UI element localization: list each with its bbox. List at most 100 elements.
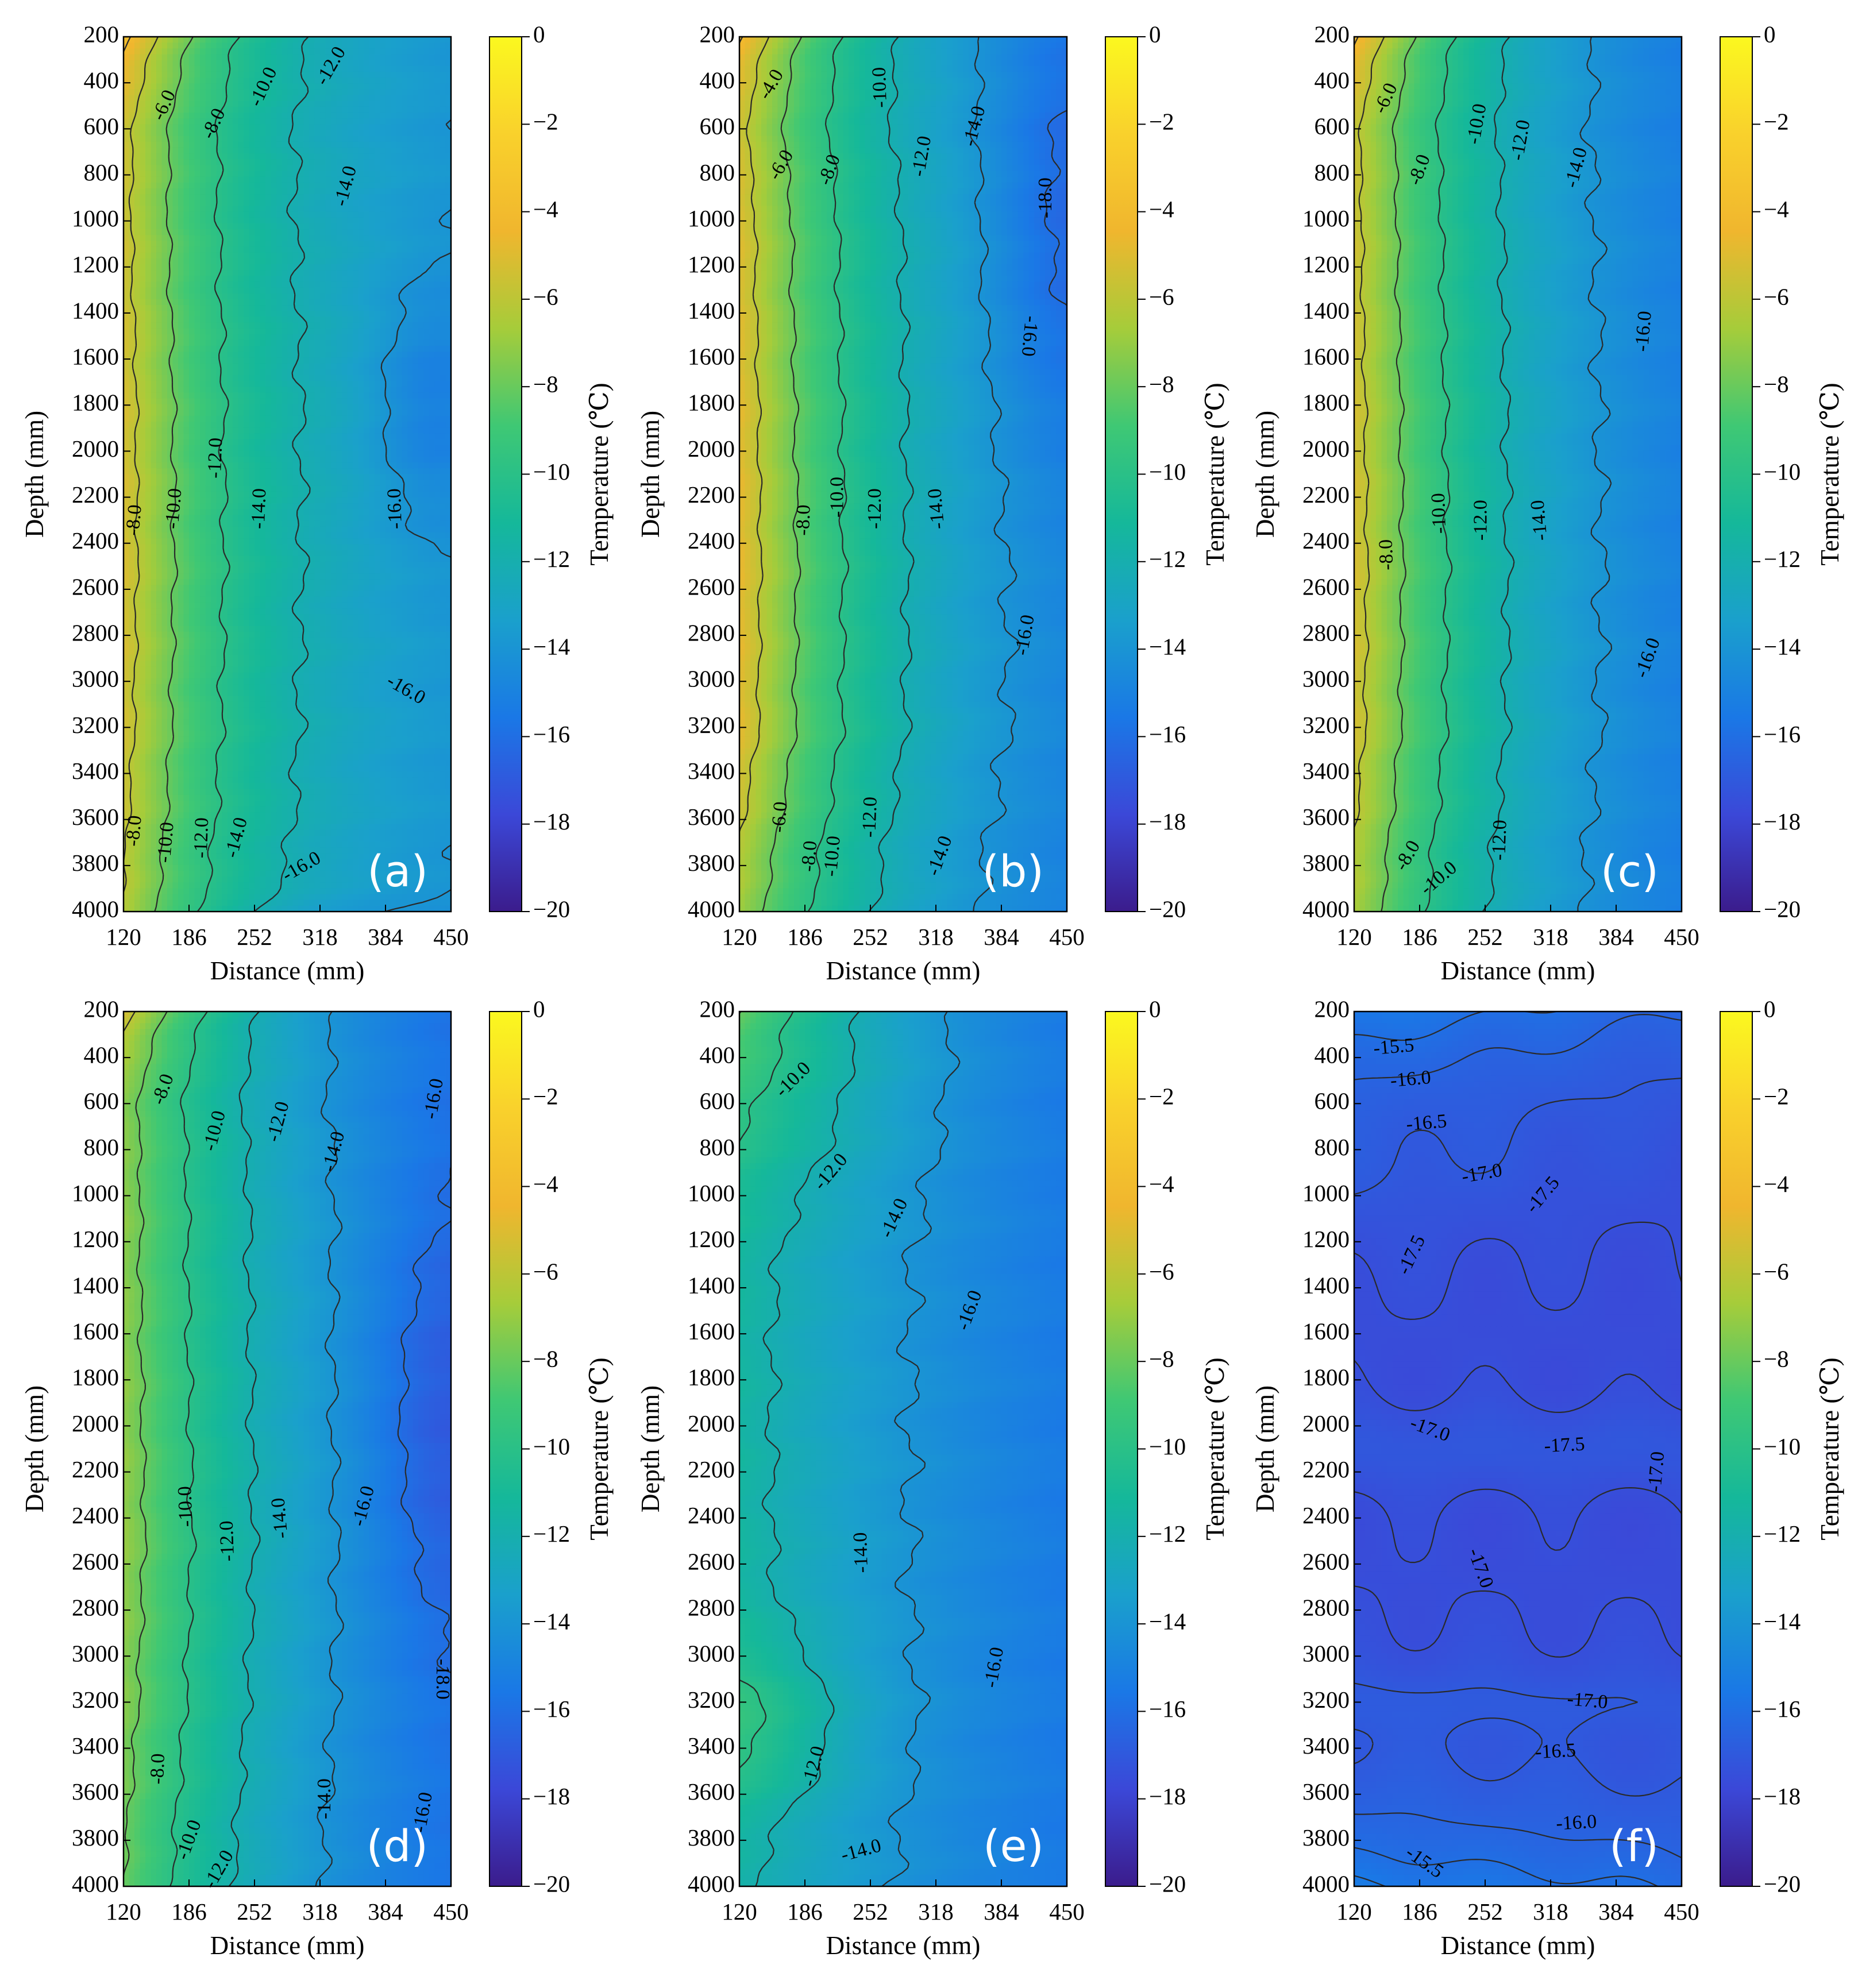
- contour-line: [807, 37, 850, 912]
- contour-label: -10.0: [827, 477, 848, 518]
- colorbar-tick-label: −12: [533, 546, 570, 572]
- colorbar-tick-label: −4: [533, 1171, 558, 1197]
- temperature-field: [124, 1012, 451, 1886]
- colorbar-tick-label: −10: [1764, 458, 1801, 485]
- colorbar-tick-label: −6: [533, 283, 558, 310]
- contour-label: -14.0: [850, 1532, 872, 1573]
- x-tick-label: 384: [984, 924, 1019, 950]
- colorbar-tick-label: −16: [1149, 1696, 1186, 1722]
- contour-label: -14.0: [924, 488, 949, 530]
- y-tick-label: 800: [84, 159, 120, 186]
- y-axis-label: Depth (mm): [636, 1385, 665, 1512]
- x-tick-label: 252: [853, 1898, 888, 1925]
- x-tick-label: 120: [722, 1898, 757, 1925]
- plot-frame: [122, 1010, 452, 1887]
- contour-line: [380, 119, 451, 912]
- contour-label: -6.0: [768, 801, 792, 833]
- contour-line: [1354, 1012, 1658, 1886]
- y-tick-label: 200: [1315, 995, 1350, 1022]
- colorbar-tick-label: −12: [1149, 1520, 1186, 1547]
- contour-line: [868, 37, 915, 912]
- contour-panel-a: -6.0 -8.0-10.0 -12.0-14.0-8.0 -10.0-12.0-14…: [20, 21, 614, 985]
- contour-line: [1577, 37, 1613, 912]
- contour-line: [1354, 1078, 1682, 1797]
- contour-lines: [739, 1012, 961, 1886]
- y-tick-label: 3400: [72, 1732, 119, 1759]
- contour-label: -16.0: [1017, 315, 1042, 357]
- panel-label: (c): [1601, 846, 1659, 897]
- colorbar-tick-label: −14: [1149, 634, 1186, 660]
- colorbar-tick-label: −4: [1149, 1171, 1174, 1197]
- contour-label: -10.0: [161, 487, 186, 530]
- colorbar-label: Temperature (℃): [585, 383, 614, 565]
- contour-line: [124, 1012, 168, 1876]
- y-tick-label: 2800: [688, 1594, 735, 1620]
- x-axis-label: Distance (mm): [1441, 1931, 1595, 1960]
- y-tick-label: 2800: [1302, 619, 1350, 646]
- colorbar-tick-label: −20: [1149, 1870, 1186, 1897]
- contour-label: -17.0: [1644, 1450, 1668, 1493]
- y-tick-label: 2400: [1302, 1502, 1350, 1528]
- contour-label: -12.0: [864, 488, 885, 529]
- y-tick-label: 2000: [1302, 435, 1350, 462]
- y-tick-label: 1000: [72, 1180, 119, 1206]
- x-tick-label: 318: [918, 1898, 954, 1925]
- contour-line: [1044, 110, 1067, 306]
- y-tick-label: 3800: [688, 1824, 735, 1851]
- x-tick-label: 120: [1336, 1898, 1372, 1925]
- y-tick-label: 1400: [72, 1272, 119, 1298]
- contour-line: [253, 37, 311, 912]
- y-tick-label: 2400: [688, 1502, 735, 1528]
- y-tick-label: 3000: [72, 1640, 119, 1667]
- contour-label: -8.0: [792, 504, 815, 536]
- y-tick-label: 200: [700, 995, 735, 1022]
- colorbar-tick-label: 0: [1764, 21, 1776, 47]
- colorbar-tick-label: −20: [533, 1870, 570, 1897]
- colorbar-tick-label: −18: [1149, 808, 1186, 835]
- y-tick-label: 1000: [688, 1180, 735, 1206]
- colorbar-tick-label: −12: [1764, 546, 1801, 572]
- plot-frame: [1353, 1010, 1683, 1887]
- colorbar: [1720, 1011, 1753, 1887]
- y-tick-label: 3800: [688, 850, 735, 876]
- x-tick-label: 450: [1664, 924, 1699, 950]
- panel-label: (e): [983, 1820, 1044, 1871]
- y-tick-label: 2200: [688, 481, 735, 508]
- y-tick-label: 2800: [688, 619, 735, 646]
- y-tick-label: 1200: [1302, 1226, 1350, 1252]
- y-tick-label: 2200: [72, 481, 119, 508]
- y-axis-label: Depth (mm): [20, 411, 49, 538]
- contour-line: [755, 1012, 860, 1886]
- y-axis-label: Depth (mm): [1251, 1385, 1279, 1512]
- y-tick-label: 3400: [1302, 1732, 1350, 1759]
- colorbar-tick-label: −4: [1149, 196, 1174, 222]
- colorbar-tick-label: −12: [1764, 1520, 1801, 1547]
- contour-label: -10.0: [174, 1486, 196, 1527]
- y-tick-label: 1800: [1302, 1364, 1350, 1391]
- colorbar-tick-label: −2: [533, 1083, 558, 1110]
- y-tick-label: 3000: [72, 666, 119, 692]
- y-tick-label: 1400: [72, 297, 119, 323]
- contour-line: [1424, 37, 1458, 912]
- y-tick-label: 1000: [1302, 1180, 1350, 1206]
- contour-label: -14.0: [1527, 499, 1552, 542]
- colorbar-tick-label: −14: [533, 1608, 570, 1635]
- y-tick-label: 1800: [688, 389, 735, 416]
- contour-line: [1354, 37, 1385, 828]
- x-axis-label: Distance (mm): [210, 956, 365, 985]
- colorbar-tick-label: −10: [533, 458, 570, 485]
- contour-label: -16.0: [1631, 310, 1656, 353]
- y-tick-label: 800: [1315, 1134, 1350, 1160]
- y-tick-label: 3400: [688, 758, 735, 784]
- y-tick-label: 2000: [688, 435, 735, 462]
- x-tick-label: 186: [787, 1898, 823, 1925]
- colorbar-tick-label: −18: [533, 1783, 570, 1809]
- colorbar-tick-label: −2: [1764, 109, 1789, 135]
- y-tick-label: 2400: [688, 527, 735, 554]
- colorbar-tick-label: −10: [1764, 1433, 1801, 1460]
- colorbar-tick-label: 0: [533, 995, 545, 1022]
- colorbar-tick-label: −16: [1149, 721, 1186, 747]
- y-tick-label: 2800: [72, 619, 119, 646]
- y-tick-label: 2600: [688, 1548, 735, 1574]
- y-tick-label: 200: [84, 995, 120, 1022]
